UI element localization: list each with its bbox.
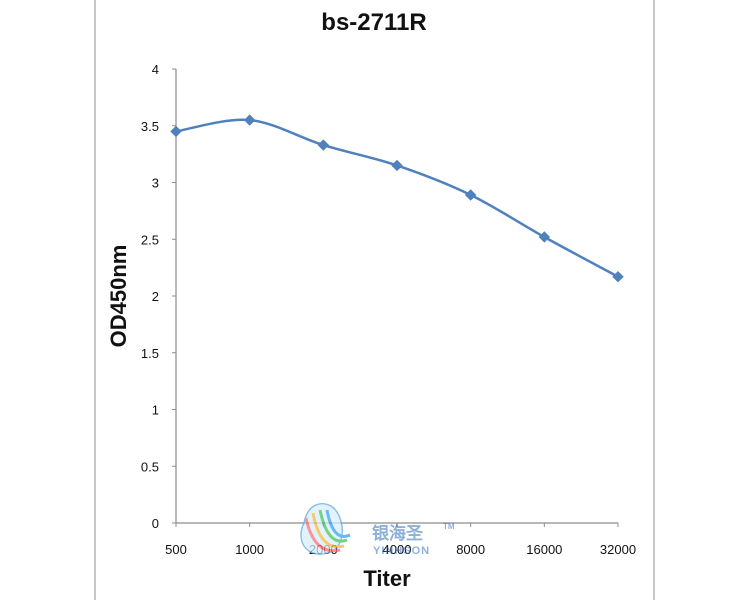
- series-line: [174, 118, 620, 278]
- data-point-marker: [317, 139, 330, 151]
- x-axis-title: Titer: [363, 566, 411, 591]
- y-tick-label: 1: [152, 403, 159, 418]
- y-tick-label: 1.5: [141, 346, 159, 361]
- y-tick-label: 3: [152, 176, 159, 191]
- x-tick-label: 8000: [456, 542, 485, 557]
- y-tick-label: 2.5: [141, 232, 159, 247]
- x-tick-label: 32000: [600, 542, 636, 557]
- watermark-brand-text: 银海圣: [372, 523, 424, 543]
- y-tick-label: 3.5: [141, 119, 159, 134]
- data-point-marker: [170, 125, 182, 138]
- x-tick-label: 500: [165, 542, 187, 557]
- y-tick-label: 4: [152, 62, 159, 77]
- y-axis-ticks: 0 0.5 1 1.5 2 2.5 3 3.5 4: [141, 62, 176, 531]
- data-point-marker: [538, 231, 551, 243]
- data-point-marker: [464, 189, 477, 201]
- y-axis-title: OD450nm: [106, 245, 131, 348]
- series-markers: [170, 114, 624, 283]
- watermark-logo: 银海圣 TM YINHSON: [300, 503, 455, 557]
- y-tick-label: 2: [152, 289, 159, 304]
- data-point-marker: [612, 270, 624, 283]
- watermark-emblem: [300, 503, 351, 555]
- watermark-trademark: TM: [443, 522, 455, 531]
- chart-title: bs-2711R: [321, 9, 426, 36]
- watermark-subtext: YINHSON: [373, 545, 430, 557]
- y-tick-label: 0: [152, 516, 159, 531]
- x-tick-label: 4000: [383, 542, 412, 557]
- data-point-marker: [243, 114, 256, 126]
- x-tick-label: 1000: [235, 542, 264, 557]
- data-point-marker: [391, 159, 403, 172]
- x-tick-label: 16000: [526, 542, 562, 557]
- y-tick-label: 0.5: [141, 459, 159, 474]
